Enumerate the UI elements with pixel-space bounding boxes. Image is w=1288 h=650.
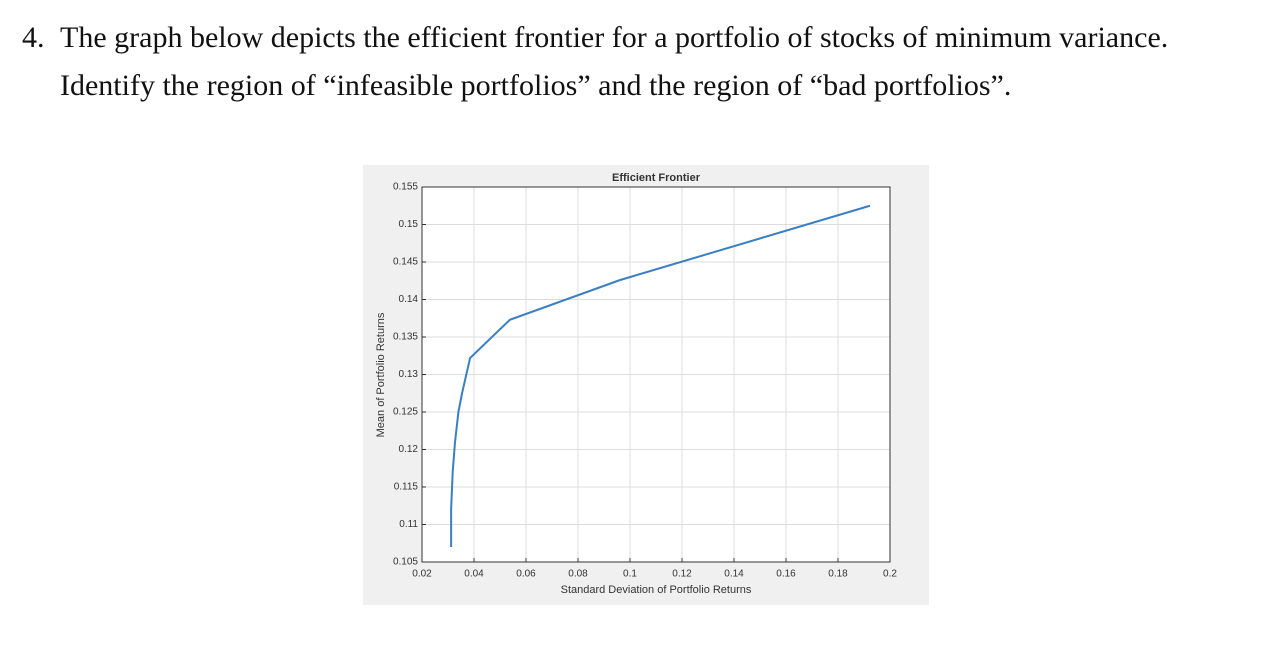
question: 4. The graph below depicts the efficient…: [22, 14, 1168, 110]
y-axis-label: Mean of Portfolio Returns: [375, 312, 387, 437]
y-tick-label: 0.15: [399, 219, 419, 230]
x-tick-label: 0.12: [672, 569, 692, 580]
y-tick-label: 0.11: [399, 519, 418, 530]
y-tick-label: 0.105: [393, 557, 418, 568]
y-tick-label: 0.13: [399, 369, 419, 380]
question-number: 4.: [22, 21, 45, 54]
question-line: The graph below depicts the efficient fr…: [60, 21, 1169, 54]
y-tick-label: 0.115: [394, 482, 419, 493]
y-tick-label: 0.155: [393, 182, 418, 193]
x-axis-label: Standard Deviation of Portfolio Returns: [561, 584, 752, 596]
x-tick-label: 0.08: [568, 569, 588, 580]
y-tick-label: 0.12: [399, 444, 419, 455]
x-tick-label: 0.1: [623, 569, 637, 580]
x-tick-label: 0.16: [776, 569, 796, 580]
x-tick-label: 0.02: [412, 569, 432, 580]
y-tick-label: 0.145: [393, 257, 418, 268]
y-tick-label: 0.125: [393, 407, 418, 418]
y-tick-label: 0.14: [399, 294, 419, 305]
x-tick-label: 0.06: [516, 569, 536, 580]
question-line: Identify the region of “infeasible portf…: [60, 69, 1012, 102]
axes-box: [421, 186, 891, 563]
y-tick-label: 0.135: [393, 332, 418, 343]
x-tick-label: 0.04: [464, 569, 484, 580]
chart-title: Efficient Frontier: [612, 172, 701, 184]
x-tick-label: 0.14: [724, 569, 744, 580]
x-tick-label: 0.18: [828, 569, 848, 580]
x-tick-label: 0.2: [883, 569, 897, 580]
series-line: [450, 204, 871, 547]
